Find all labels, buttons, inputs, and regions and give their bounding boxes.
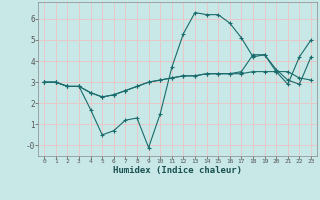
X-axis label: Humidex (Indice chaleur): Humidex (Indice chaleur) xyxy=(113,166,242,175)
